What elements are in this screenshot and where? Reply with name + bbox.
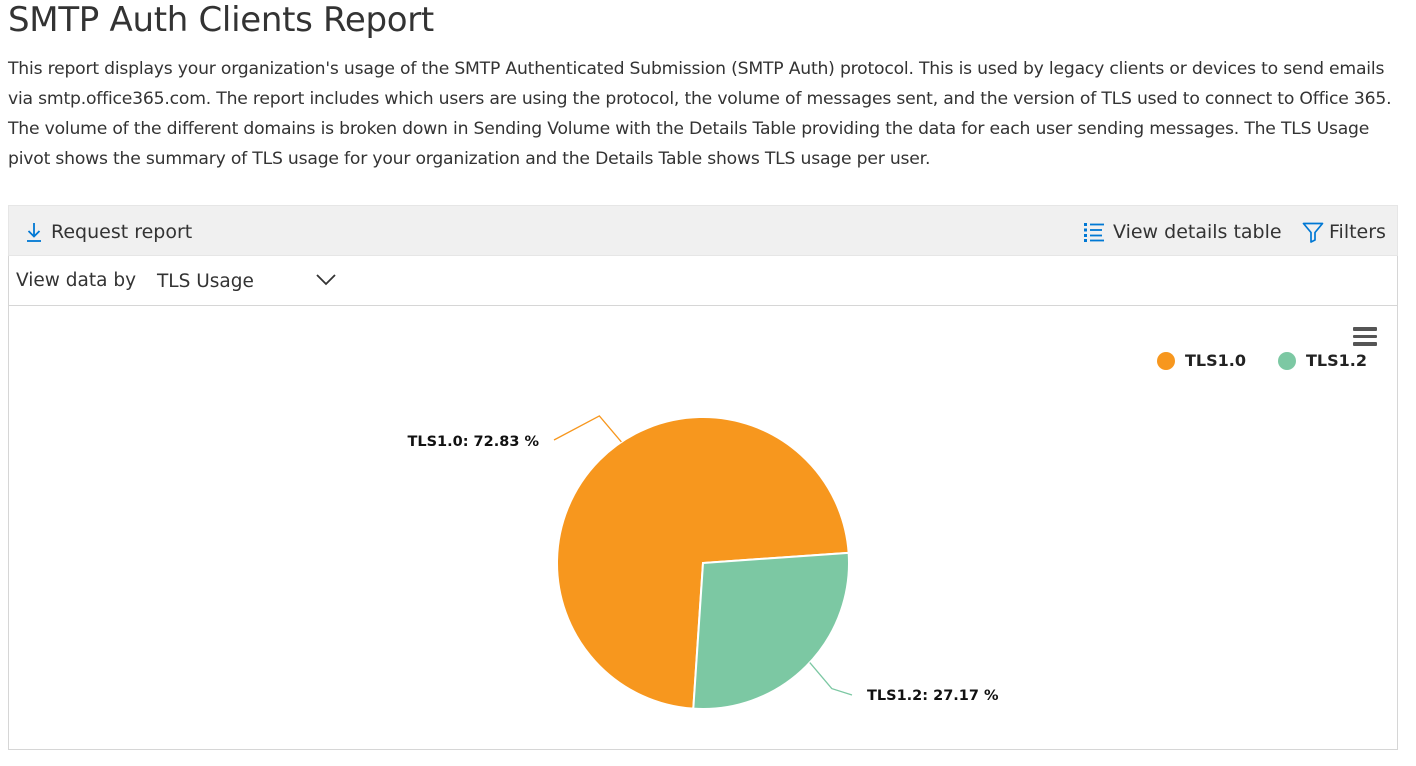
chevron-down-icon <box>316 274 336 286</box>
slice-label-tls10: TLS1.0: 72.83 % <box>407 434 539 450</box>
filter-icon <box>1302 222 1324 243</box>
view-data-by-label: View data by <box>16 270 137 291</box>
request-report-label: Request report <box>51 220 193 243</box>
legend-item-tls12[interactable]: TLS1.2 <box>1277 351 1367 370</box>
list-icon <box>1084 222 1104 242</box>
view-details-table-button[interactable]: View details table <box>1083 206 1282 257</box>
pie-slice-tls12[interactable] <box>692 551 850 710</box>
leader-line-tls12 <box>809 662 853 696</box>
report-description: This report displays your organization's… <box>8 59 1392 169</box>
chart-area: TLS1.0 TLS1.2 TLS1.0: 72.83 % TLS1.2: 27.… <box>9 307 1399 750</box>
slice-label-tls12: TLS1.2: 27.17 % <box>867 688 999 704</box>
view-data-by-value: TLS Usage <box>157 270 254 292</box>
legend-label-tls12: TLS1.2 <box>1305 351 1367 370</box>
toolbar: Request report View details table Filter… <box>8 205 1398 256</box>
legend-item-tls10[interactable]: TLS1.0 <box>1157 351 1246 370</box>
filters-label: Filters <box>1329 220 1386 243</box>
legend-dot-tls10 <box>1157 351 1175 370</box>
pie-chart: TLS1.0: 72.83 % TLS1.2: 27.17 % <box>407 415 999 710</box>
view-details-table-label: View details table <box>1113 220 1282 243</box>
legend-dot-tls12 <box>1277 351 1296 370</box>
chart-legend: TLS1.0 TLS1.2 <box>1157 351 1367 370</box>
page-title: SMTP Auth Clients Report <box>8 0 434 40</box>
leader-line-tls10 <box>553 415 622 443</box>
download-icon <box>27 222 41 242</box>
chart-menu-icon[interactable] <box>1353 327 1379 349</box>
request-report-button[interactable]: Request report <box>25 206 192 257</box>
filters-button[interactable]: Filters <box>1302 206 1386 257</box>
view-data-by-dropdown[interactable]: TLS Usage <box>157 262 347 300</box>
report-panel: View data by TLS Usage TLS1.0 TLS1.2 <box>8 256 1398 750</box>
legend-label-tls10: TLS1.0 <box>1185 351 1246 370</box>
view-data-by-bar: View data by TLS Usage <box>9 256 1397 306</box>
